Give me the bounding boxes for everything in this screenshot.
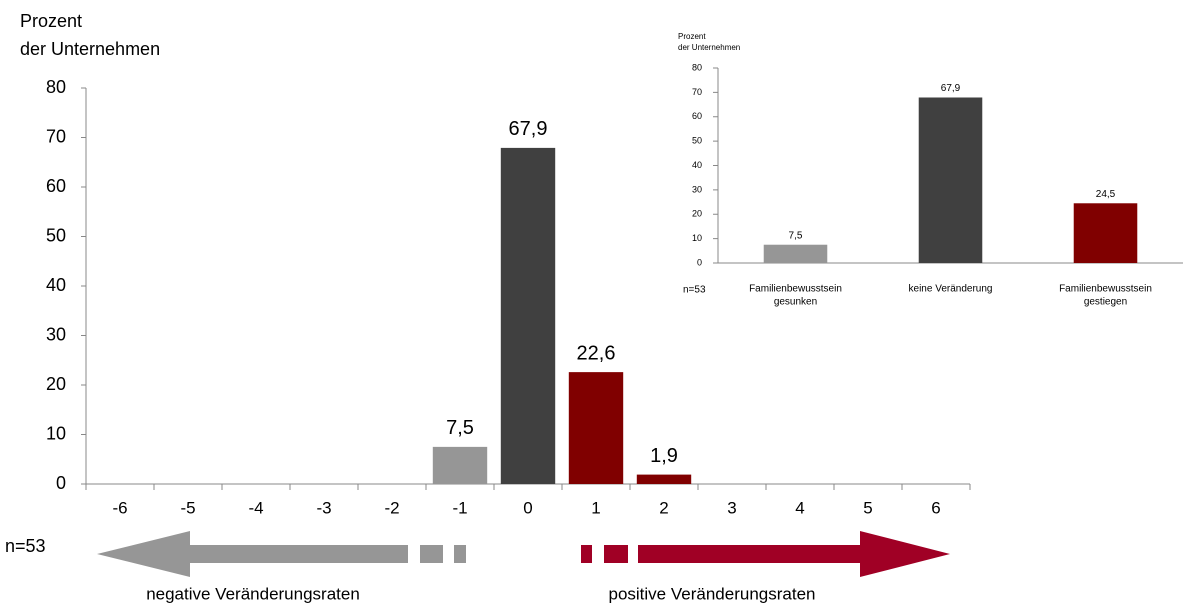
x-tick-label: -1 <box>452 498 467 517</box>
y-tick-label: 10 <box>46 423 66 443</box>
data-label: 7,5 <box>789 230 803 241</box>
x-tick-label: 1 <box>591 498 600 517</box>
y-tick-label: 80 <box>46 77 66 97</box>
x-tick-label: 2 <box>659 498 668 517</box>
x-tick-label: 4 <box>795 498 804 517</box>
data-label: 67,9 <box>941 83 961 94</box>
y-tick-label: 40 <box>46 275 66 295</box>
x-tick-label: -2 <box>384 498 399 517</box>
x-tick-label: -3 <box>316 498 331 517</box>
y-tick-label: 60 <box>46 176 66 196</box>
x-tick-label: 5 <box>863 498 872 517</box>
y-tick-label: 20 <box>46 374 66 394</box>
x-tick-label: gestiegen <box>1084 297 1127 308</box>
x-tick-label: -4 <box>248 498 263 517</box>
y-axis-label: der Unternehmen <box>20 39 160 59</box>
bar <box>1073 203 1138 263</box>
x-tick-label: gesunken <box>774 297 817 308</box>
x-tick-label: 3 <box>727 498 736 517</box>
y-axis-label: Prozent <box>20 11 82 31</box>
y-tick-label: 0 <box>56 473 66 493</box>
data-label: 24,5 <box>1096 189 1116 200</box>
x-tick-label: 6 <box>931 498 940 517</box>
y-tick-label: 40 <box>692 160 702 170</box>
x-tick-label: -5 <box>180 498 195 517</box>
annotation: n=53 <box>5 536 46 556</box>
bar <box>500 147 556 484</box>
y-tick-label: 80 <box>692 62 702 72</box>
x-tick-label: Familienbewusstsein <box>1059 284 1152 295</box>
x-tick-label: 0 <box>523 498 532 517</box>
arrow-dash <box>420 545 443 563</box>
data-label: 1,9 <box>650 445 678 467</box>
y-tick-label: 70 <box>46 126 66 146</box>
annotation: negative Veränderungsraten <box>146 584 360 603</box>
y-tick-label: 0 <box>697 257 702 267</box>
data-label: 7,5 <box>446 417 474 439</box>
annotation: positive Veränderungsraten <box>609 584 816 603</box>
bar <box>763 244 828 263</box>
bar <box>918 97 983 264</box>
y-tick-label: 10 <box>692 233 702 243</box>
x-tick-label: -6 <box>112 498 127 517</box>
y-tick-label: 50 <box>692 136 702 146</box>
y-tick-label: 70 <box>692 87 702 97</box>
positive-arrow <box>638 531 950 577</box>
x-tick-label: keine Veränderung <box>909 284 993 295</box>
bar <box>568 372 624 484</box>
data-label: 67,9 <box>509 118 548 140</box>
y-tick-label: 30 <box>692 184 702 194</box>
bar <box>432 446 488 484</box>
negative-arrow <box>97 531 408 577</box>
annotation: n=53 <box>683 285 706 296</box>
arrow-dash <box>581 545 592 563</box>
y-tick-label: 20 <box>692 209 702 219</box>
x-tick-label: Familienbewusstsein <box>749 284 842 295</box>
direction-arrows <box>97 531 950 577</box>
y-tick-label: 60 <box>692 111 702 121</box>
data-label: 22,6 <box>577 342 616 364</box>
y-tick-label: 50 <box>46 225 66 245</box>
bar <box>636 474 692 484</box>
y-axis-label: Prozent <box>678 32 706 41</box>
y-axis-label: der Unternehmen <box>678 43 740 52</box>
y-tick-label: 30 <box>46 324 66 344</box>
arrow-dash <box>454 545 466 563</box>
arrow-dash <box>604 545 628 563</box>
